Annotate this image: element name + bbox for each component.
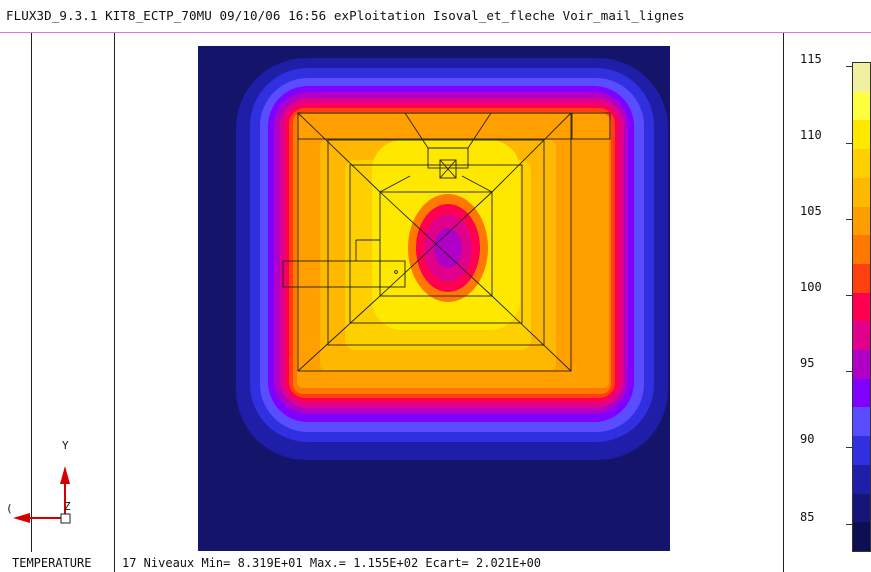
colorbar-segment	[853, 91, 870, 121]
plot-title: FLUX3D_9.3.1 KIT8_ECTP_70MU 09/10/06 16:…	[6, 8, 685, 23]
colorbar-segment	[853, 522, 870, 551]
isotherm-band-17	[434, 228, 462, 268]
mesh-lines	[282, 112, 611, 372]
z-axis-marker	[60, 513, 71, 524]
colorbar-label: 90	[800, 432, 815, 446]
mesh-ring-3	[349, 164, 523, 324]
colorbar-segment	[853, 120, 870, 150]
colorbar-tick	[846, 66, 852, 67]
colorbar-segment	[853, 235, 870, 264]
left-divider	[31, 33, 32, 552]
colorbar-label: 105	[800, 204, 822, 218]
colorbar-segment	[853, 263, 870, 293]
colorbar-label: 100	[800, 280, 822, 294]
colorbar-tick	[846, 143, 852, 144]
colorbar-segment	[853, 206, 870, 236]
panel-divider	[114, 33, 115, 572]
colorbar-label: 110	[800, 128, 822, 142]
mesh-ring-4	[379, 191, 493, 297]
colorbar-label: 85	[800, 510, 815, 524]
window-title-bar: FLUX3D_9.3.1 KIT8_ECTP_70MU 09/10/06 16:…	[0, 0, 871, 32]
colorbar-segment	[853, 321, 870, 351]
colorbar-segment	[853, 292, 870, 322]
status-footer: TEMPERATURE 17 Niveaux Min= 8.319E+01 Ma…	[0, 552, 871, 572]
header-divider	[0, 32, 871, 33]
isotherm-bands	[236, 58, 668, 460]
mesh-side-bar	[282, 260, 406, 288]
y-axis-label: Y	[62, 439, 69, 452]
colorbar-segment	[853, 407, 870, 437]
colorbar-segment	[853, 350, 870, 379]
y-axis-arrowhead	[60, 466, 70, 484]
colorbar-tick	[846, 371, 852, 372]
colorbar-tick	[846, 524, 852, 525]
level-statistics: 17 Niveaux Min= 8.319E+01 Max.= 1.155E+0…	[122, 556, 542, 570]
z-axis-label: Z	[64, 500, 71, 513]
colorbar-divider	[783, 33, 784, 572]
colorbar-segment	[853, 493, 870, 523]
colorbar-tick	[846, 219, 852, 220]
colorbar-tick	[846, 447, 852, 448]
colorbar-segment	[853, 378, 870, 408]
colorbar-tick	[846, 295, 852, 296]
colorbar-segment	[853, 149, 870, 178]
x-axis-arrowhead	[13, 513, 30, 523]
x-axis-label: (	[6, 502, 13, 515]
mesh-ring-2	[327, 139, 545, 346]
colorbar-segment	[853, 436, 870, 465]
colorbar-label: 95	[800, 356, 815, 370]
colorbar-segment	[853, 177, 870, 207]
variable-name: TEMPERATURE	[12, 556, 92, 570]
colorbar-segment	[853, 63, 870, 92]
temperature-colorbar	[852, 62, 871, 552]
colorbar-segment	[853, 464, 870, 494]
mesh-outer-frame	[297, 112, 572, 372]
colorbar-label: 115	[800, 52, 822, 66]
